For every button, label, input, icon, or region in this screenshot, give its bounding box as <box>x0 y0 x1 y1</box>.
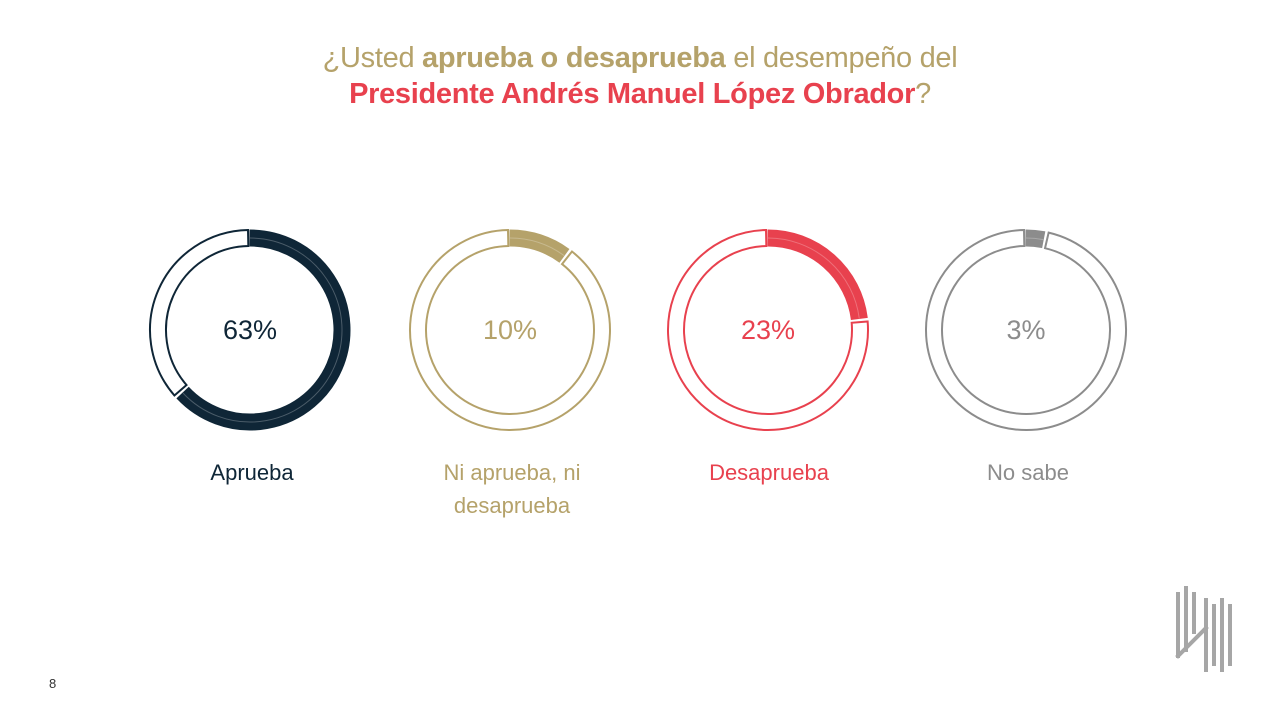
category-label-ni: Ni aprueba, ni desaprueba <box>392 456 632 522</box>
chart-title: ¿Usted aprueba o desaprueba el desempeño… <box>0 40 1280 112</box>
title-line-1: ¿Usted aprueba o desaprueba el desempeño… <box>0 40 1280 76</box>
donut-svg-1 <box>409 228 611 431</box>
brand-logo-icon <box>1175 586 1232 672</box>
page-number: 8 <box>49 676 57 691</box>
donut-arc-highlight-desaprueba <box>767 237 860 319</box>
category-label-aprueba: Aprueba <box>210 460 294 485</box>
category-label-ni-line2: desaprueba <box>453 493 571 518</box>
donut-track-ni-aprueba-ni-desaprueba <box>409 228 611 431</box>
donut-arc-desaprueba <box>767 229 868 321</box>
donut-track-aprueba <box>149 228 250 397</box>
title-line-2: Presidente Andrés Manuel López Obrador? <box>0 76 1280 112</box>
donut-arc-highlight-ni-aprueba-ni-desaprueba <box>509 237 565 256</box>
donut-arc-ni-aprueba-ni-desaprueba <box>509 229 570 263</box>
donut-svg-3 <box>925 228 1127 431</box>
donut-no-sabe: 3% <box>924 228 1128 432</box>
title-subject: Presidente Andrés Manuel López Obrador <box>349 78 916 110</box>
category-label-desaprueba: Desaprueba <box>709 460 829 485</box>
title-question-mark: ? <box>915 78 931 110</box>
value-label-no-sabe: 3% <box>1006 314 1046 345</box>
donut-desaprueba: 23% <box>666 228 870 432</box>
donut-aprueba: 63% <box>148 228 352 432</box>
category-label-ni-line1: Ni aprueba, ni <box>443 460 581 485</box>
title-prefix: ¿Usted <box>322 42 423 74</box>
donut-arc-no-sabe <box>1025 229 1046 249</box>
donut-track-desaprueba <box>667 228 869 431</box>
donut-ni-aprueba-ni-desaprueba: 10% <box>408 228 612 432</box>
value-label-desaprueba: 23% <box>740 314 796 345</box>
title-suffix: el desempeño del <box>725 42 958 74</box>
category-label-no-sabe: No sabe <box>987 460 1069 485</box>
title-emphasis: aprueba o desaprueba <box>422 42 726 74</box>
value-label-aprueba: 63% <box>222 314 278 345</box>
donut-svg-2 <box>667 228 869 431</box>
donut-arc-aprueba <box>176 229 351 431</box>
donut-svg-0 <box>149 228 351 431</box>
donut-track-no-sabe <box>925 228 1127 431</box>
value-label-ni: 10% <box>482 314 538 345</box>
donut-arc-highlight-no-sabe <box>1025 237 1044 241</box>
donut-arc-highlight-aprueba <box>182 237 343 423</box>
